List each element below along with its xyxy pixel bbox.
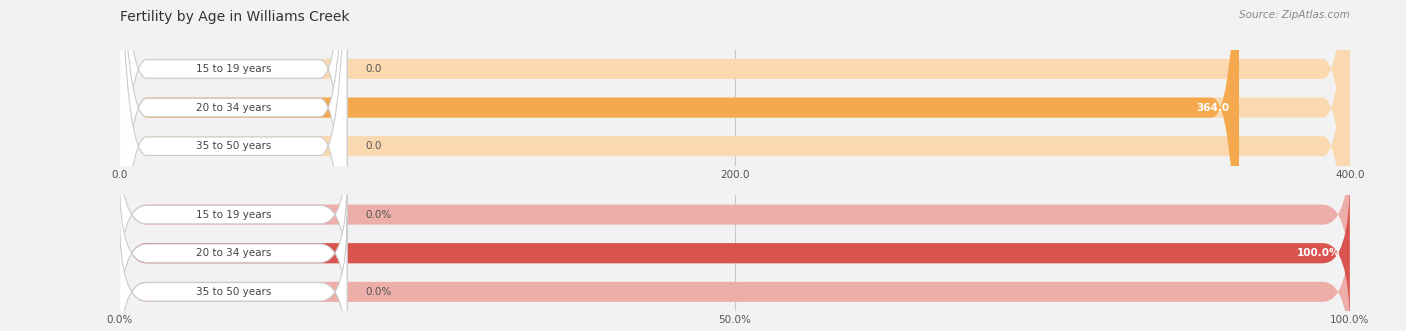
Text: 0.0%: 0.0%: [366, 287, 392, 297]
Text: 0.0: 0.0: [366, 64, 382, 74]
FancyBboxPatch shape: [120, 216, 347, 331]
Text: 0.0: 0.0: [366, 141, 382, 151]
FancyBboxPatch shape: [120, 178, 1350, 328]
FancyBboxPatch shape: [120, 139, 347, 290]
Text: 0.0%: 0.0%: [366, 210, 392, 219]
FancyBboxPatch shape: [120, 217, 1350, 331]
Text: 35 to 50 years: 35 to 50 years: [195, 287, 271, 297]
Text: 15 to 19 years: 15 to 19 years: [195, 64, 271, 74]
Text: 100.0%: 100.0%: [1296, 248, 1340, 258]
Text: 20 to 34 years: 20 to 34 years: [195, 248, 271, 258]
FancyBboxPatch shape: [120, 140, 1350, 290]
FancyBboxPatch shape: [120, 0, 1350, 331]
FancyBboxPatch shape: [120, 0, 347, 331]
FancyBboxPatch shape: [120, 0, 347, 331]
Text: Source: ZipAtlas.com: Source: ZipAtlas.com: [1239, 10, 1350, 20]
FancyBboxPatch shape: [120, 0, 1350, 331]
FancyBboxPatch shape: [120, 178, 1350, 328]
Text: 35 to 50 years: 35 to 50 years: [195, 141, 271, 151]
Text: Fertility by Age in Williams Creek: Fertility by Age in Williams Creek: [120, 10, 349, 24]
FancyBboxPatch shape: [120, 0, 347, 331]
Text: 15 to 19 years: 15 to 19 years: [195, 210, 271, 219]
FancyBboxPatch shape: [120, 0, 1350, 331]
FancyBboxPatch shape: [120, 177, 347, 329]
Text: 20 to 34 years: 20 to 34 years: [195, 103, 271, 113]
Text: 364.0: 364.0: [1197, 103, 1229, 113]
FancyBboxPatch shape: [120, 0, 1239, 331]
